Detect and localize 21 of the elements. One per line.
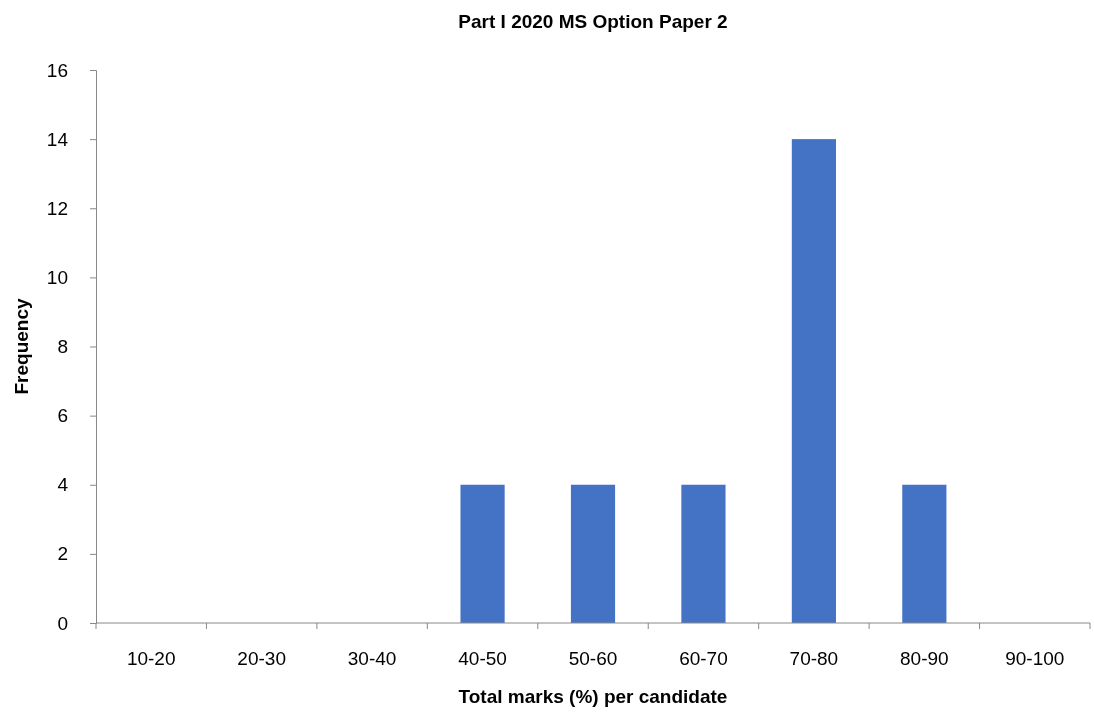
y-tick-label: 4 xyxy=(57,474,69,496)
y-tick-label: 0 xyxy=(57,612,68,634)
x-tick-label: 90-100 xyxy=(1005,648,1065,669)
x-tick-label: 70-80 xyxy=(789,648,839,669)
y-tick-label: 10 xyxy=(46,266,68,288)
y-tick-label: 8 xyxy=(57,336,68,358)
x-tick-label: 60-70 xyxy=(679,648,728,669)
x-tick-label: 10-20 xyxy=(126,648,176,669)
y-tick-label: 16 xyxy=(46,59,68,81)
x-tick-label: 80-90 xyxy=(900,648,949,669)
x-axis-title: Total marks (%) per candidate xyxy=(458,686,728,707)
chart-title: Part I 2020 MS Option Paper 2 xyxy=(458,11,728,32)
x-tick-label: 50-60 xyxy=(568,648,618,669)
y-axis-title: Frequency xyxy=(11,298,32,395)
y-tick-label: 2 xyxy=(57,543,68,565)
y-tick-label: 6 xyxy=(57,405,68,427)
y-tick-label: 12 xyxy=(46,197,68,219)
x-tick-label: 40-50 xyxy=(458,648,507,669)
x-tick-label: 20-30 xyxy=(237,648,286,669)
y-tick-label: 14 xyxy=(46,128,69,150)
x-tick-label: 30-40 xyxy=(347,648,397,669)
